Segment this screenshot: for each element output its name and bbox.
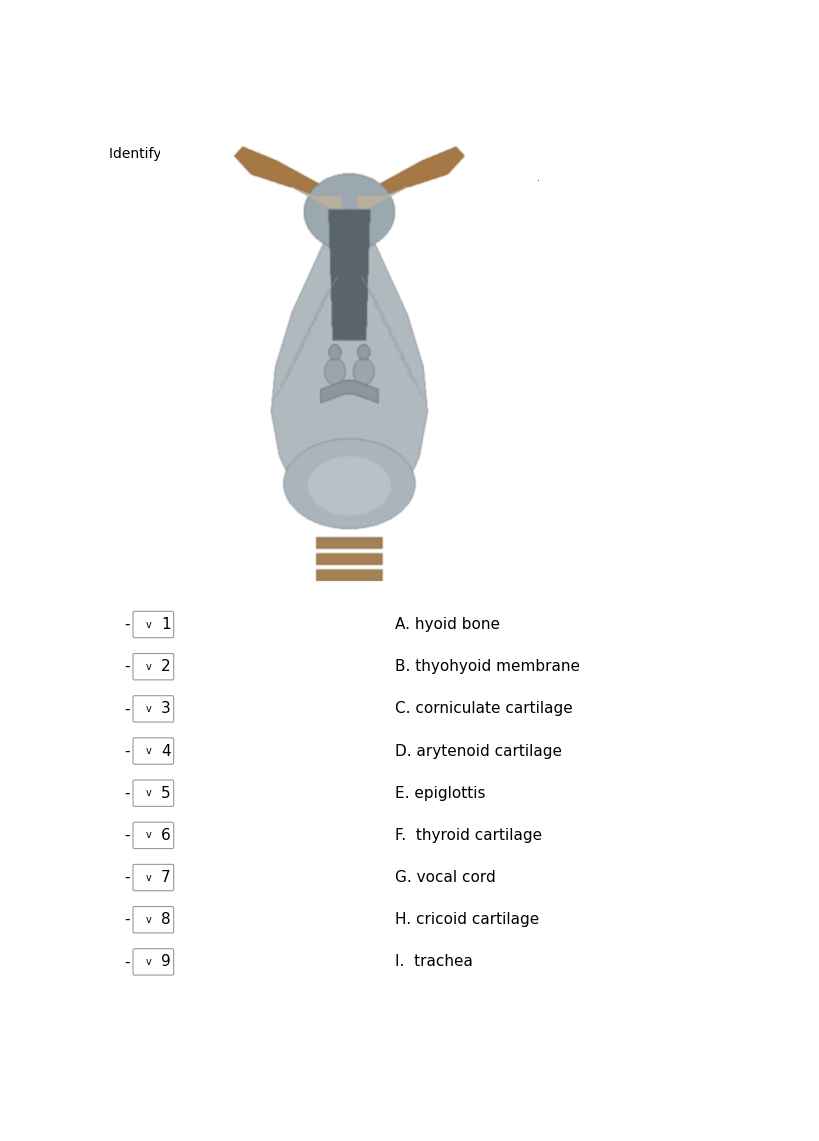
Text: Identify the indicated structures: Identify the indicated structures xyxy=(109,147,332,162)
Text: -: - xyxy=(124,702,129,717)
Text: 5: 5 xyxy=(518,286,529,304)
Text: 3: 3 xyxy=(187,382,197,400)
FancyBboxPatch shape xyxy=(133,696,174,722)
Text: 1: 1 xyxy=(161,617,170,632)
FancyBboxPatch shape xyxy=(133,948,174,976)
Text: -: - xyxy=(124,659,129,674)
Text: v: v xyxy=(146,620,152,630)
Text: Posterior View: Posterior View xyxy=(358,184,482,201)
Text: 7: 7 xyxy=(518,420,529,438)
FancyBboxPatch shape xyxy=(133,612,174,638)
Text: v: v xyxy=(146,746,152,756)
Text: -: - xyxy=(124,912,129,928)
Text: -: - xyxy=(124,828,129,843)
Text: 3: 3 xyxy=(161,702,170,717)
Text: 1: 1 xyxy=(311,244,322,262)
Text: -: - xyxy=(124,871,129,885)
Text: Cartilages of Larynx: Cartilages of Larynx xyxy=(301,165,538,185)
Text: v: v xyxy=(146,704,152,714)
Text: H. cricoid cartilage: H. cricoid cartilage xyxy=(395,912,538,928)
Text: F.  thyroid cartilage: F. thyroid cartilage xyxy=(395,828,541,843)
Text: v: v xyxy=(146,662,152,672)
Text: v: v xyxy=(146,873,152,882)
FancyBboxPatch shape xyxy=(133,823,174,849)
Text: -: - xyxy=(124,617,129,632)
Text: v: v xyxy=(146,915,152,924)
FancyBboxPatch shape xyxy=(133,780,174,807)
Text: I.  trachea: I. trachea xyxy=(395,954,472,970)
Text: 4: 4 xyxy=(161,744,170,759)
Text: -: - xyxy=(124,744,129,759)
Text: 9: 9 xyxy=(518,545,529,564)
Text: G. vocal cord: G. vocal cord xyxy=(395,871,495,885)
Text: 2: 2 xyxy=(161,659,170,674)
FancyBboxPatch shape xyxy=(133,907,174,933)
Text: 8: 8 xyxy=(518,482,529,499)
Text: C. corniculate cartilage: C. corniculate cartilage xyxy=(395,702,572,717)
FancyBboxPatch shape xyxy=(133,654,174,680)
Text: 6: 6 xyxy=(161,828,170,843)
FancyBboxPatch shape xyxy=(133,865,174,891)
Text: -: - xyxy=(124,786,129,801)
Text: 5: 5 xyxy=(161,786,170,801)
Text: B. thyohyoid membrane: B. thyohyoid membrane xyxy=(395,659,579,674)
FancyBboxPatch shape xyxy=(133,738,174,764)
Text: 8: 8 xyxy=(161,912,170,928)
Text: v: v xyxy=(146,957,152,966)
Text: 6: 6 xyxy=(518,400,529,419)
Text: -: - xyxy=(124,954,129,970)
Text: 9: 9 xyxy=(161,954,170,970)
Text: v: v xyxy=(146,831,152,841)
Text: D. arytenoid cartilage: D. arytenoid cartilage xyxy=(395,744,561,759)
Text: v: v xyxy=(146,788,152,799)
Text: 2: 2 xyxy=(187,351,197,369)
Text: A. hyoid bone: A. hyoid bone xyxy=(395,617,500,632)
Text: E. epiglottis: E. epiglottis xyxy=(395,786,485,801)
Text: 4: 4 xyxy=(187,400,197,419)
Text: 7: 7 xyxy=(161,871,170,885)
